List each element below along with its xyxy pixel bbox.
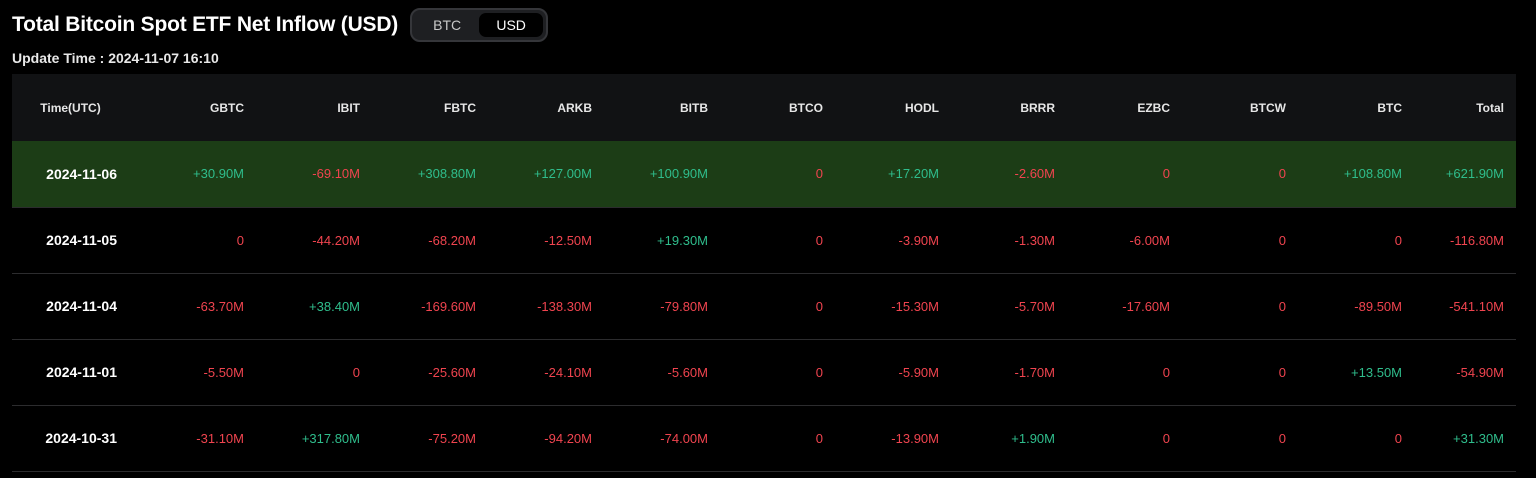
flow-cell: 0 bbox=[1278, 364, 1286, 380]
flow-cell: +127.00M bbox=[533, 166, 592, 182]
flow-cell: -75.20M bbox=[428, 430, 476, 446]
flow-cell: -89.50M bbox=[1354, 298, 1402, 314]
column-header-ibit[interactable]: IBIT bbox=[337, 100, 360, 115]
flow-cell: 0 bbox=[1278, 298, 1286, 314]
column-header-time: Time(UTC) bbox=[40, 100, 101, 115]
row-date: 2024-10-31 bbox=[45, 430, 117, 446]
flow-cell: 0 bbox=[1162, 430, 1170, 446]
row-date: 2024-11-04 bbox=[46, 298, 117, 314]
toggle-btc-button[interactable]: BTC bbox=[433, 17, 462, 33]
table-row: 2024-10-31 -31.10M +317.80M -75.20M -94.20M -… bbox=[12, 405, 1516, 471]
flow-cell: 0 bbox=[1278, 430, 1286, 446]
flow-cell: -24.10M bbox=[544, 364, 592, 380]
flow-cell: +308.80M bbox=[417, 166, 476, 182]
flow-cell: -44.20M bbox=[312, 232, 360, 248]
flow-cell: -63.70M bbox=[196, 298, 244, 314]
row-date: 2024-11-06 bbox=[46, 165, 117, 182]
flow-cell: -13.90M bbox=[891, 430, 939, 446]
flow-cell: +100.90M bbox=[649, 166, 708, 182]
flow-cell: +317.80M bbox=[301, 430, 360, 446]
flow-cell: 0 bbox=[815, 430, 823, 446]
flow-cell: -5.70M bbox=[1014, 298, 1055, 314]
header: Total Bitcoin Spot ETF Net Inflow (USD) … bbox=[12, 5, 549, 45]
column-header-arkb[interactable]: ARKB bbox=[557, 100, 592, 115]
flow-cell: +13.50M bbox=[1351, 364, 1402, 380]
flow-cell: -169.60M bbox=[421, 298, 476, 314]
flow-cell: -54.90M bbox=[1456, 364, 1504, 380]
column-header-brrr[interactable]: BRRR bbox=[1020, 100, 1055, 115]
column-header-ezbc[interactable]: EZBC bbox=[1137, 100, 1170, 115]
flow-cell: +621.90M bbox=[1445, 166, 1504, 182]
flow-cell: -5.50M bbox=[203, 364, 244, 380]
flow-cell: +108.80M bbox=[1343, 166, 1402, 182]
flow-cell: -5.60M bbox=[667, 364, 708, 380]
flow-cell: 0 bbox=[1278, 232, 1286, 248]
column-header-btcw[interactable]: BTCW bbox=[1250, 100, 1286, 115]
page-title: Total Bitcoin Spot ETF Net Inflow (USD) bbox=[12, 13, 399, 36]
flow-cell: -116.80M bbox=[1450, 232, 1504, 248]
table-body: 2024-11-06 +30.90M -69.10M +308.80M +127.00M… bbox=[12, 141, 1516, 471]
flow-cell: 0 bbox=[236, 232, 244, 248]
row-date: 2024-11-01 bbox=[46, 364, 117, 380]
column-header-hodl[interactable]: HODL bbox=[905, 100, 939, 115]
flow-cell: -138.30M bbox=[537, 298, 592, 314]
flow-cell: +17.20M bbox=[888, 166, 939, 182]
etf-flow-table: Time(UTC) GBTC IBIT FBTC ARKB BITB BTCO … bbox=[12, 74, 1516, 472]
flow-cell: -1.70M bbox=[1014, 364, 1055, 380]
table-row: 2024-11-05 0 -44.20M -68.20M -12.50M +19.30M 0… bbox=[12, 207, 1516, 273]
column-header-btco[interactable]: BTCO bbox=[789, 100, 823, 115]
flow-cell: +38.40M bbox=[309, 298, 360, 314]
column-header-total: Total bbox=[1476, 100, 1504, 115]
flow-cell: +31.30M bbox=[1453, 430, 1504, 446]
flow-cell: -6.00M bbox=[1129, 232, 1170, 248]
table-row: 2024-11-04 -63.70M +38.40M -169.60M -138.30M… bbox=[12, 273, 1516, 339]
flow-cell: +1.90M bbox=[1011, 430, 1055, 446]
flow-cell: -1.30M bbox=[1014, 232, 1055, 248]
flow-cell: -94.20M bbox=[544, 430, 592, 446]
flow-cell: -541.10M bbox=[1449, 298, 1504, 314]
flow-cell: 0 bbox=[815, 166, 823, 182]
flow-cell: 0 bbox=[1162, 364, 1170, 380]
flow-cell: -5.90M bbox=[898, 364, 939, 380]
flow-cell: 0 bbox=[1278, 166, 1286, 182]
flow-cell: -3.90M bbox=[898, 232, 939, 248]
flow-cell: -2.60M bbox=[1014, 166, 1055, 182]
row-date: 2024-11-05 bbox=[46, 232, 117, 248]
table-row: 2024-11-06 +30.90M -69.10M +308.80M +127.00M… bbox=[12, 141, 1516, 207]
table-row: 2024-11-01 -5.50M 0 -25.60M -24.10M -5.60M 0 -5… bbox=[12, 339, 1516, 405]
flow-cell: 0 bbox=[1394, 430, 1402, 446]
column-header-btc[interactable]: BTC bbox=[1377, 100, 1402, 115]
flow-cell: 0 bbox=[815, 232, 823, 248]
flow-cell: -25.60M bbox=[428, 364, 476, 380]
column-header-gbtc[interactable]: GBTC bbox=[210, 100, 244, 115]
flow-cell: +19.30M bbox=[657, 232, 708, 248]
flow-cell: -31.10M bbox=[196, 430, 244, 446]
currency-toggle: BTC USD bbox=[410, 8, 549, 42]
flow-cell: -74.00M bbox=[660, 430, 708, 446]
table-header-row: Time(UTC) GBTC IBIT FBTC ARKB BITB BTCO … bbox=[12, 74, 1516, 141]
flow-cell: -17.60M bbox=[1122, 298, 1170, 314]
column-header-fbtc[interactable]: FBTC bbox=[444, 100, 476, 115]
flow-cell: -69.10M bbox=[312, 166, 360, 182]
flow-cell: 0 bbox=[815, 364, 823, 380]
toggle-usd-button[interactable]: USD bbox=[479, 13, 544, 37]
update-time: Update Time : 2024-11-07 16:10 bbox=[12, 50, 219, 66]
flow-cell: -68.20M bbox=[428, 232, 476, 248]
flow-cell: +30.90M bbox=[193, 166, 244, 182]
flow-cell: 0 bbox=[1162, 166, 1170, 182]
column-header-bitb[interactable]: BITB bbox=[680, 100, 708, 115]
flow-cell: -12.50M bbox=[544, 232, 592, 248]
flow-cell: -15.30M bbox=[891, 298, 939, 314]
flow-cell: 0 bbox=[1394, 232, 1402, 248]
flow-cell: 0 bbox=[352, 364, 360, 380]
flow-cell: -79.80M bbox=[660, 298, 708, 314]
flow-cell: 0 bbox=[815, 298, 823, 314]
